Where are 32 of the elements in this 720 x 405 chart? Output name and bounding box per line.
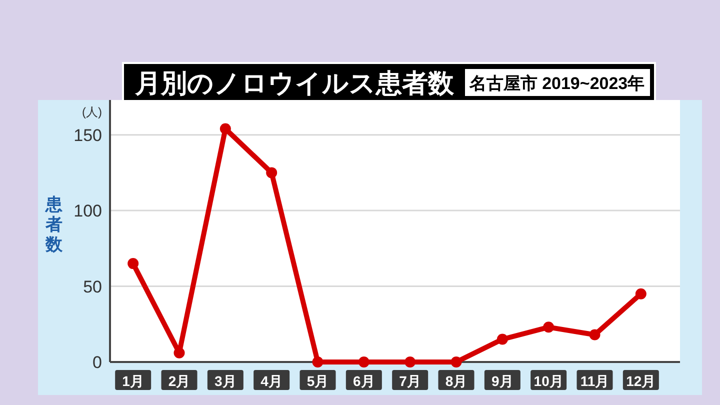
y-tick-label: 50 xyxy=(83,277,102,296)
point xyxy=(220,123,231,134)
y-tick-label: 150 xyxy=(74,126,102,145)
x-tick-label: 7月 xyxy=(399,373,421,389)
point xyxy=(128,258,139,270)
x-tick-label: 11月 xyxy=(580,373,610,389)
point xyxy=(312,356,324,368)
point xyxy=(496,334,508,345)
x-tick-label: 6月 xyxy=(353,373,375,389)
y-axis-title: 患者数 xyxy=(44,195,64,254)
x-tick-label: 1月 xyxy=(122,373,144,389)
x-tick-label: 5月 xyxy=(306,373,329,389)
point xyxy=(543,322,554,333)
x-tick-label: 8月 xyxy=(445,373,468,389)
x-tick-label: 12月 xyxy=(626,373,656,389)
chart-title: 月別のノロウイルス患者数 xyxy=(134,68,455,98)
y-tick-label: 100 xyxy=(74,202,102,221)
point xyxy=(358,356,370,368)
text: (人) xyxy=(82,105,102,119)
y-tick-label: 0 xyxy=(92,353,102,372)
x-tick-label: 9月 xyxy=(492,373,514,389)
x-tick-label: 3月 xyxy=(214,373,236,389)
point xyxy=(174,347,185,358)
point xyxy=(589,329,600,340)
x-tick-label: 2月 xyxy=(168,373,190,389)
point xyxy=(266,167,278,178)
point xyxy=(635,288,646,300)
point xyxy=(404,356,416,368)
x-tick-label: 10月 xyxy=(534,373,564,389)
point xyxy=(450,356,462,368)
x-tick-label: 4月 xyxy=(260,373,282,389)
chart-subtitle: 名古屋市 2019~2023年 xyxy=(468,74,645,93)
